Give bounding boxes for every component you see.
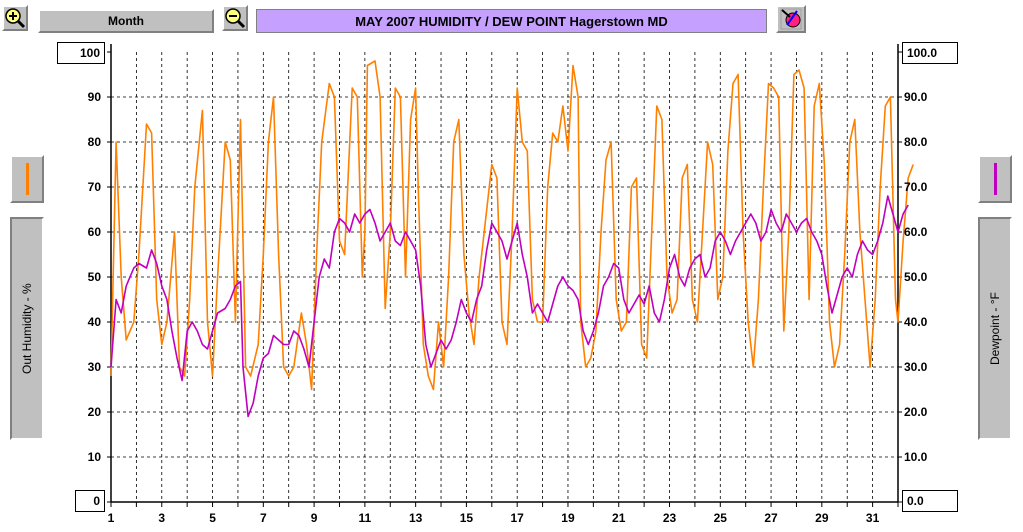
- range-selector-button[interactable]: Month: [38, 9, 214, 33]
- left-axis-max-box[interactable]: 100: [57, 42, 105, 64]
- x-tick-label: 11: [359, 511, 372, 525]
- x-tick-label: 9: [311, 511, 318, 525]
- zoom-out-button[interactable]: [222, 5, 248, 31]
- x-tick-label: 3: [158, 511, 165, 525]
- right-tick-label: 90.0: [904, 90, 928, 104]
- range-label: Month: [108, 14, 144, 28]
- right-tick-label: 30.0: [904, 360, 928, 374]
- chart-title: MAY 2007 HUMIDITY / DEW POINT Hagerstown…: [256, 9, 767, 33]
- right-tick-label: 50.0: [904, 270, 928, 284]
- right-tick-label: 20.0: [904, 405, 928, 419]
- left-tick-label: 90: [88, 90, 102, 104]
- x-tick-label: 7: [260, 511, 267, 525]
- x-tick-label: 25: [714, 511, 728, 525]
- grid-lines: [111, 52, 898, 502]
- right-tick-label: 80.0: [904, 135, 928, 149]
- left-tick-label: 50: [88, 270, 102, 284]
- axis-frame: [107, 44, 902, 507]
- humidity-color-bar: [25, 163, 29, 195]
- left-tick-label: 80: [88, 135, 102, 149]
- magnifier-plus-icon: [5, 8, 26, 29]
- right-tick-label: 60.0: [904, 225, 928, 239]
- left-axis-min-box[interactable]: 0: [75, 490, 105, 512]
- dewpoint-series-swatch[interactable]: [978, 155, 1012, 203]
- x-tick-label: 31: [866, 511, 880, 525]
- x-tick-label: 17: [511, 511, 525, 525]
- x-tick-label: 23: [663, 511, 677, 525]
- right-tick-label: 40.0: [904, 315, 928, 329]
- color-settings-button[interactable]: [776, 5, 806, 33]
- x-tick-label: 1: [108, 511, 115, 525]
- x-tick-label: 19: [561, 511, 575, 525]
- x-tick-label: 15: [460, 511, 474, 525]
- right-axis-max-box[interactable]: 100.0: [902, 42, 958, 64]
- left-tick-label: 20: [88, 405, 102, 419]
- dewpoint-line: [110, 195, 909, 418]
- dewpoint-color-bar: [993, 163, 997, 195]
- left-tick-label: 40: [88, 315, 102, 329]
- right-axis-label[interactable]: Dewpoint - °F: [978, 217, 1012, 440]
- left-tick-label: 60: [88, 225, 102, 239]
- left-axis-label[interactable]: Out Humidity - %: [10, 217, 44, 440]
- out-humidity-line: [110, 60, 914, 391]
- right-axis-min-value: 0.0: [907, 494, 924, 508]
- left-axis-max-value: 100: [79, 46, 100, 60]
- humidity-series-swatch[interactable]: [10, 155, 44, 203]
- left-tick-label: 70: [88, 180, 102, 194]
- x-tick-label: 21: [612, 511, 626, 525]
- series-layer: [110, 60, 914, 418]
- x-tick-label: 29: [815, 511, 829, 525]
- tick-labels: 10 10.020 20.030 30.040 40.050 50.060 60.070 70…: [88, 90, 928, 525]
- right-tick-label: 10.0: [904, 450, 928, 464]
- right-axis-min-box[interactable]: 0.0: [902, 490, 958, 512]
- left-tick-label: 10: [88, 450, 102, 464]
- left-tick-label: 30: [88, 360, 102, 374]
- color-palette-icon: [780, 8, 802, 30]
- zoom-in-button[interactable]: [2, 5, 28, 31]
- x-tick-label: 5: [209, 511, 216, 525]
- left-axis-min-value: 0: [93, 494, 100, 508]
- x-tick-label: 27: [764, 511, 778, 525]
- right-axis-max-value: 100.0: [907, 46, 938, 60]
- x-tick-label: 13: [409, 511, 423, 525]
- right-tick-label: 70.0: [904, 180, 928, 194]
- magnifier-minus-icon: [225, 8, 246, 29]
